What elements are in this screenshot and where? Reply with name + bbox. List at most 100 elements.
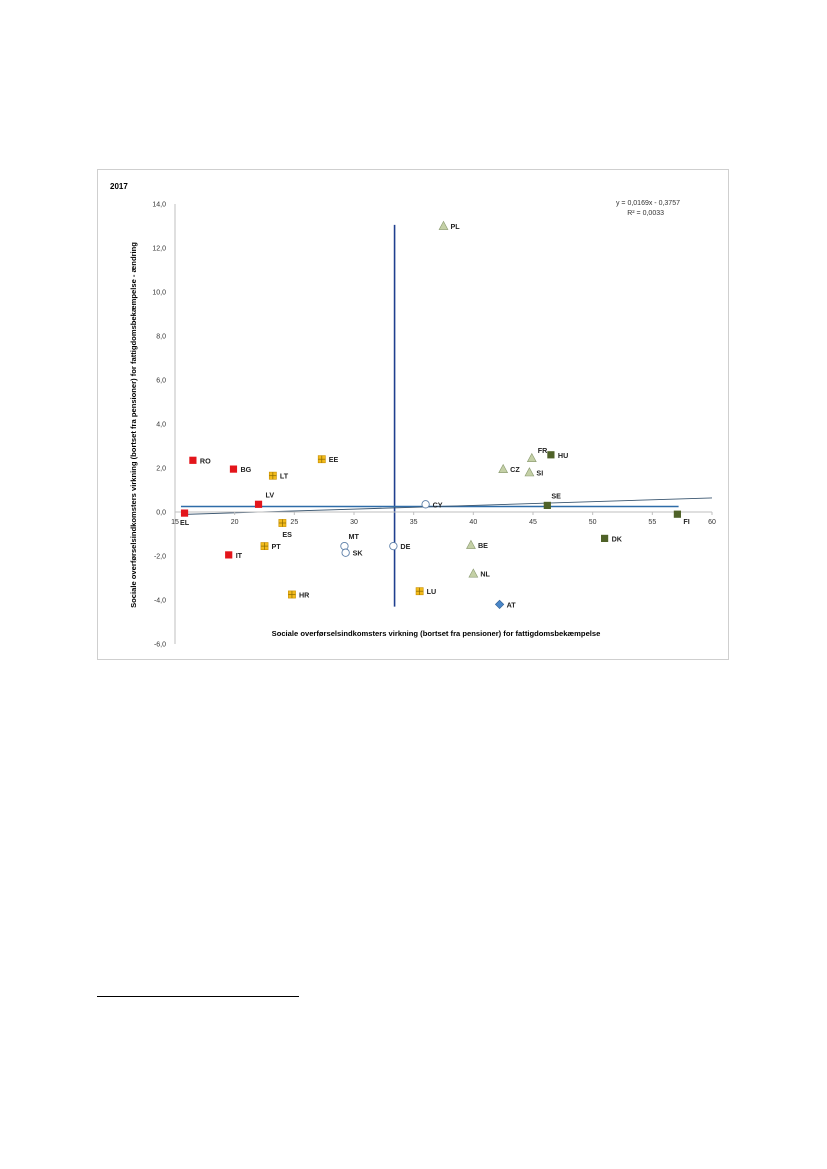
data-label-ro: RO [200, 456, 211, 465]
chart-frame: 2017 y = 0,0169x - 0,3757 R² = 0,0033 So… [97, 169, 729, 660]
data-label-el: EL [180, 518, 190, 527]
y-tick-label: 12,0 [152, 246, 166, 253]
y-tick-label: 6,0 [156, 378, 166, 385]
scatter-chart: 2017 y = 0,0169x - 0,3757 R² = 0,0033 So… [110, 182, 716, 649]
x-tick-label: 35 [410, 519, 418, 526]
point-el [180, 509, 189, 517]
y-tick-label: -6,0 [154, 642, 166, 649]
point-dk [601, 534, 609, 542]
y-axis-title: Sociale overførselsindkomsters virkning … [129, 242, 138, 608]
x-tick-label: 55 [648, 519, 656, 526]
data-label-cz: CZ [510, 465, 520, 474]
x-tick-label: 15 [171, 519, 179, 526]
y-tick-label: 8,0 [156, 334, 166, 341]
point-es [278, 519, 287, 527]
point-bg-marker [229, 465, 238, 473]
data-label-pt: PT [272, 542, 282, 551]
y-tick-label: 14,0 [152, 202, 166, 209]
point-pt [260, 542, 269, 550]
point-it [225, 551, 233, 559]
point-be [466, 539, 476, 549]
data-label-dk: DK [612, 534, 623, 543]
data-label-si: SI [536, 468, 543, 477]
point-fi-marker [673, 510, 681, 518]
point-lv [254, 500, 263, 508]
x-tick-label: 60 [708, 519, 716, 526]
x-tick-label: 25 [290, 519, 298, 526]
point-nl-marker [468, 568, 479, 578]
data-label-sk: SK [353, 549, 364, 558]
x-tick-label: 45 [529, 519, 537, 526]
x-tick-label: 50 [589, 519, 597, 526]
point-hu-marker [547, 451, 555, 459]
point-de [389, 541, 398, 551]
data-label-ee: EE [329, 455, 339, 464]
data-label-pl: PL [451, 222, 461, 231]
point-ro-marker [189, 456, 197, 464]
data-label-hr: HR [299, 591, 310, 600]
point-fr-marker [526, 452, 537, 463]
data-label-bg: BG [240, 465, 251, 474]
data-label-it: IT [236, 551, 243, 560]
point-cy [421, 500, 430, 509]
data-label-hu: HU [558, 451, 568, 460]
x-tick-label: 30 [350, 519, 358, 526]
point-se [543, 501, 551, 509]
y-tick-label: 2,0 [156, 466, 166, 473]
point-sk [341, 548, 350, 557]
point-nl [468, 568, 479, 578]
point-sk-marker [341, 548, 350, 557]
point-si-marker [524, 467, 535, 477]
point-fr [526, 452, 537, 463]
data-label-lu: LU [427, 587, 437, 596]
footnote-separator [97, 996, 299, 997]
data-label-se: SE [551, 491, 561, 500]
x-axis-title: Sociale overførselsindkomsters virkning … [272, 629, 601, 638]
data-label-es: ES [282, 530, 292, 539]
data-label-at: AT [507, 600, 517, 609]
trendline-equation: y = 0,0169x - 0,3757 [616, 200, 680, 207]
point-bg [229, 465, 238, 473]
point-se-marker [543, 501, 551, 509]
y-tick-label: -4,0 [154, 598, 166, 605]
point-ro [189, 456, 197, 464]
data-label-cy: CY [433, 500, 443, 509]
point-at [494, 599, 505, 610]
x-tick-label: 20 [231, 519, 239, 526]
chart-title: 2017 [110, 182, 128, 191]
point-cz [498, 463, 509, 474]
data-label-de: DE [400, 542, 410, 551]
data-label-fr: FR [538, 446, 548, 455]
point-hu [547, 451, 555, 459]
y-tick-label: -2,0 [154, 554, 166, 561]
data-label-lt: LT [280, 472, 289, 481]
y-tick-label: 0,0 [156, 510, 166, 517]
trendline-r2: R² = 0,0033 [627, 210, 664, 217]
point-cy-marker [421, 500, 430, 509]
point-cz-marker [498, 463, 509, 474]
y-tick-label: 10,0 [152, 290, 166, 297]
point-lu [415, 587, 424, 596]
point-de-marker [389, 541, 398, 551]
data-label-be: BE [478, 541, 488, 550]
point-lv-marker [254, 500, 263, 508]
data-label-mt: MT [348, 532, 359, 541]
point-ee [317, 455, 326, 464]
point-be-marker [466, 539, 476, 549]
data-label-nl: NL [480, 570, 490, 579]
x-tick-label: 40 [469, 519, 477, 526]
point-hr [288, 590, 296, 599]
point-el-marker [180, 509, 189, 517]
point-mt [340, 541, 349, 551]
point-fi [673, 510, 681, 518]
point-dk-marker [601, 534, 609, 542]
point-si [524, 467, 535, 477]
point-at-marker [494, 599, 505, 610]
point-it-marker [225, 551, 233, 559]
point-mt-marker [340, 541, 349, 551]
data-label-fi: FI [683, 517, 689, 526]
y-tick-label: 4,0 [156, 422, 166, 429]
point-pl [438, 220, 449, 230]
point-pl-marker [438, 220, 449, 230]
data-label-lv: LV [266, 490, 275, 499]
